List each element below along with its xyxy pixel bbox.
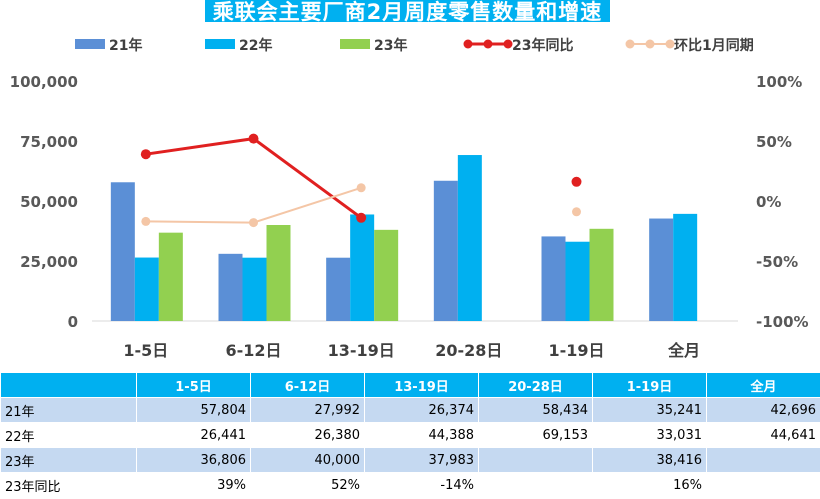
line-2-marker (249, 218, 258, 228)
table-cell: 35,241 (592, 397, 707, 423)
legend-marker (625, 39, 635, 49)
table-header-corner (0, 372, 137, 398)
bar-3 (374, 229, 399, 321)
bar-2 (457, 155, 482, 321)
line-1-marker (356, 212, 367, 223)
line-1-marker (571, 176, 582, 187)
x-tick-label: 13-19日 (328, 341, 395, 360)
table-cell (706, 447, 820, 473)
bar-2 (673, 213, 698, 321)
table-cell: 42,696 (706, 397, 820, 423)
table-row-label: 22年 (0, 422, 137, 448)
chart-title: 乘联会主要厂商2月周度零售数量和增速 (212, 0, 603, 24)
bar-2 (565, 241, 590, 321)
table-cell: -14% (364, 472, 479, 498)
table-row: 23年同比 39% 52% -14% 16% (0, 472, 820, 498)
legend-label: 21年 (109, 37, 142, 54)
legend-label: 环比1月同期 (674, 37, 754, 54)
bar-3 (589, 228, 614, 321)
bar-1 (433, 180, 458, 321)
table-cell: 26,374 (364, 397, 479, 423)
legend-swatch (340, 39, 370, 49)
bar-2 (134, 257, 159, 321)
line-1-marker (248, 133, 259, 144)
table-header-cell: 1-5日 (136, 372, 251, 398)
y-right-tick-label: 100% (756, 73, 802, 91)
bar-3 (158, 232, 183, 321)
table-header-row: 1-5日 6-12日 13-19日 20-28日 1-19日 全月 (0, 372, 820, 398)
table-cell: 58,434 (478, 397, 593, 423)
legend-label: 23年同比 (512, 37, 573, 54)
table-header-cell: 全月 (706, 372, 820, 398)
line-1-path (145, 137, 363, 220)
legend-label: 23年 (374, 37, 407, 54)
table-cell: 57,804 (136, 397, 251, 423)
legend-marker (483, 39, 493, 49)
y-left-tick-label: 0 (68, 313, 78, 331)
y-left-tick-label: 100,000 (10, 73, 78, 91)
bar-2 (242, 257, 267, 321)
bar-1 (218, 253, 243, 321)
chart-title-band: 乘联会主要厂商2月周度零售数量和增速 (205, 0, 610, 24)
table-cell: 36,806 (136, 447, 251, 473)
table-header-cell: 1-19日 (592, 372, 707, 398)
legend-label: 22年 (239, 37, 272, 54)
table-cell: 33,031 (592, 422, 707, 448)
y-right-tick-label: 0% (756, 193, 781, 211)
table-cell: 26,380 (250, 422, 365, 448)
table-cell (706, 472, 820, 498)
x-tick-label: 20-28日 (435, 341, 502, 360)
y-right-tick-label: 50% (756, 133, 792, 151)
y-left-tick-label: 75,000 (20, 133, 78, 151)
table-cell: 38,416 (592, 447, 707, 473)
table-cell: 26,441 (136, 422, 251, 448)
table-cell: 37,983 (364, 447, 479, 473)
table-row-label: 23年同比 (0, 472, 137, 498)
bar-1 (649, 218, 674, 321)
table-cell: 16% (592, 472, 707, 498)
table-cell (478, 447, 593, 473)
x-tick-label: 1-5日 (123, 341, 168, 360)
x-tick-label: 6-12日 (225, 341, 281, 360)
legend-swatch (205, 39, 235, 49)
table-cell: 27,992 (250, 397, 365, 423)
table-header-cell: 6-12日 (250, 372, 365, 398)
bar-1 (110, 182, 135, 321)
legend-marker (503, 39, 513, 49)
table-cell: 69,153 (478, 422, 593, 448)
line-1-marker (140, 149, 151, 160)
x-tick-label: 全月 (667, 341, 700, 360)
line-2-marker (356, 183, 366, 193)
table-cell: 44,641 (706, 422, 820, 448)
table-header-cell: 13-19日 (364, 372, 479, 398)
legend-marker (645, 39, 655, 49)
table-cell: 52% (250, 472, 365, 498)
data-table: 1-5日 6-12日 13-19日 20-28日 1-19日 全月 21年 57… (0, 372, 820, 498)
table-row-label: 23年 (0, 447, 137, 473)
y-left-tick-label: 50,000 (20, 193, 78, 211)
bar-2 (350, 214, 375, 321)
bar-1 (541, 236, 566, 321)
line-2-marker (572, 207, 581, 217)
bar-1 (326, 257, 351, 321)
table-cell: 39% (136, 472, 251, 498)
table-header-cell: 20-28日 (478, 372, 593, 398)
table-row: 21年 57,804 27,992 26,374 58,434 35,241 4… (0, 397, 820, 423)
table-row: 22年 26,441 26,380 44,388 69,153 33,031 4… (0, 422, 820, 448)
y-right-tick-label: -100% (756, 313, 809, 331)
legend-marker (665, 39, 675, 49)
table-row: 23年 36,806 40,000 37,983 38,416 (0, 447, 820, 473)
combo-chart: 0 25,000 50,000 75,000 100,000 -100% -50% 0% 50%… (10, 37, 809, 360)
y-left-tick-label: 25,000 (20, 253, 78, 271)
table-cell: 40,000 (250, 447, 365, 473)
table-cell: 44,388 (364, 422, 479, 448)
table-cell (478, 472, 593, 498)
line-2-marker (141, 216, 151, 226)
x-tick-label: 1-19日 (548, 341, 604, 360)
legend-marker (463, 39, 473, 49)
y-right-tick-label: -50% (756, 253, 798, 271)
table-row-label: 21年 (0, 397, 137, 423)
bar-3 (266, 225, 291, 321)
legend-swatch (75, 39, 105, 49)
